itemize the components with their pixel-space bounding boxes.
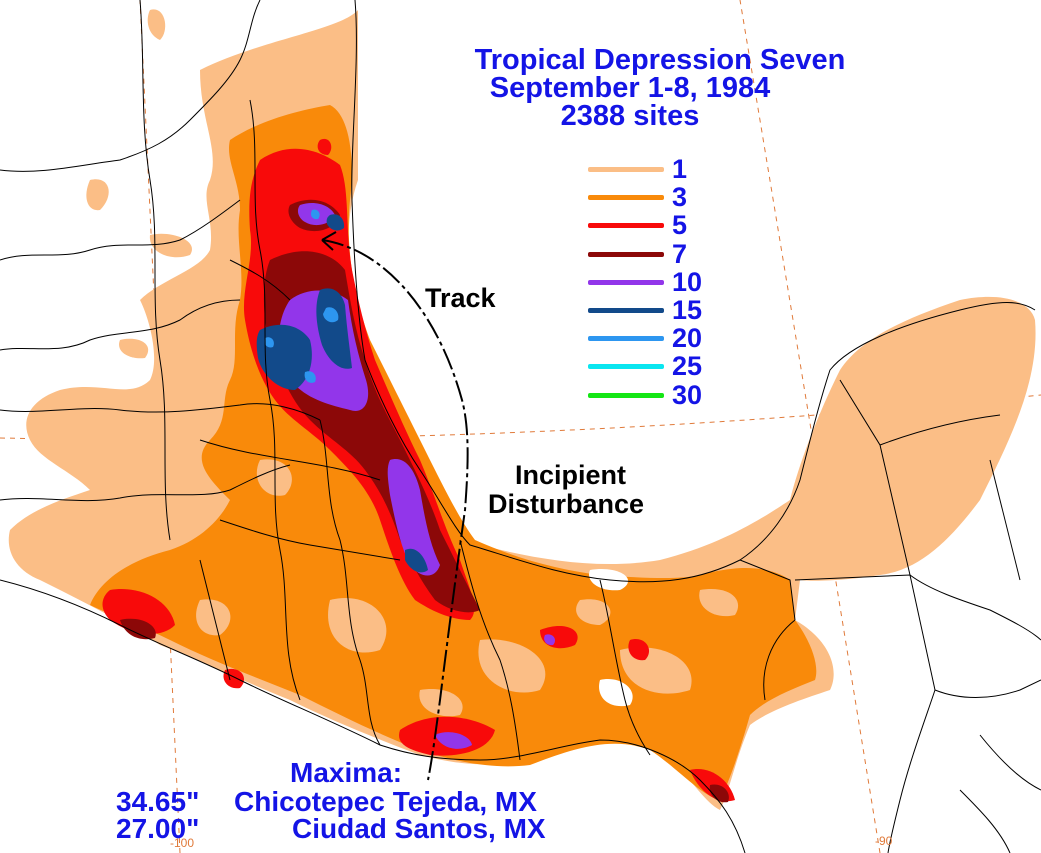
legend-label: 30 [672,379,703,410]
legend-row-3: 3 [588,182,728,213]
storm-track [321,239,469,781]
disturbance-label: Disturbance [488,489,645,519]
legend-label: 10 [672,266,703,297]
maxima-amount-1: 34.65" [116,786,200,817]
legend-row-7: 7 [588,238,728,269]
legend-label: 3 [672,182,688,213]
legend-row-5: 5 [588,210,728,241]
legend-swatch [588,167,664,172]
map-title-line2: September 1-8, 1984 [489,72,771,104]
longitude-tick-left: -100 [170,836,195,850]
legend-swatch [588,223,664,229]
track-label: Track [425,283,496,313]
incipient-label: Incipient [515,460,627,490]
legend-swatch [588,251,664,257]
legend-label: 20 [672,323,703,354]
legend-label: 5 [672,210,688,241]
map-title-line3: 2388 sites [560,100,700,132]
legend-row-1: 1 [588,154,728,184]
maxima-heading: Maxima: [290,757,403,788]
legend-row-10: 10 [588,266,728,297]
legend-swatch [588,364,664,370]
legend-label: 25 [672,351,703,382]
legend-row-25: 25 [588,351,728,382]
legend-label: 7 [672,238,688,269]
maxima-location-2: Ciudad Santos, MX [292,813,546,844]
legend-swatch [588,392,664,398]
legend-swatch [588,308,664,313]
legend-label: 15 [672,295,703,325]
longitude-tick-right: -90 [875,834,893,848]
legend-swatch [588,279,664,285]
legend-swatch [588,195,664,201]
maxima-location-1: Chicotepec Tejeda, MX [234,786,537,817]
track-arrow-icon [321,231,337,251]
rainfall-20in [264,209,339,383]
legend-swatch [588,336,664,342]
legend-row-30: 30 [588,379,728,410]
legend-row-20: 20 [588,323,728,354]
legend-label: 1 [672,154,688,184]
map-title-line1: Tropical Depression Seven [474,44,846,76]
legend-row-15: 15 [588,295,728,325]
rainfall-1in-holes [196,459,739,717]
maxima-amount-2: 27.00" [116,813,200,844]
